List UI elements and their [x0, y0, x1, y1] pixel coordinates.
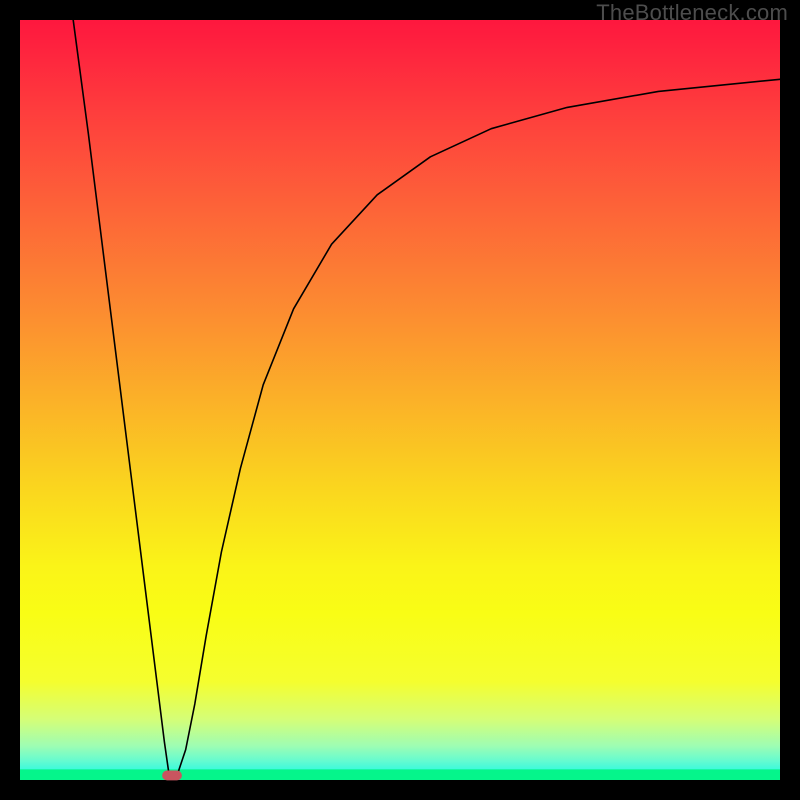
- chart-container: TheBottleneck.com: [0, 0, 800, 800]
- watermark-text: TheBottleneck.com: [596, 0, 788, 26]
- plot-background-gradient: [20, 20, 780, 780]
- bottleneck-curve-chart: [0, 0, 800, 800]
- bottom-green-band: [20, 769, 780, 780]
- optimum-marker: [162, 771, 182, 781]
